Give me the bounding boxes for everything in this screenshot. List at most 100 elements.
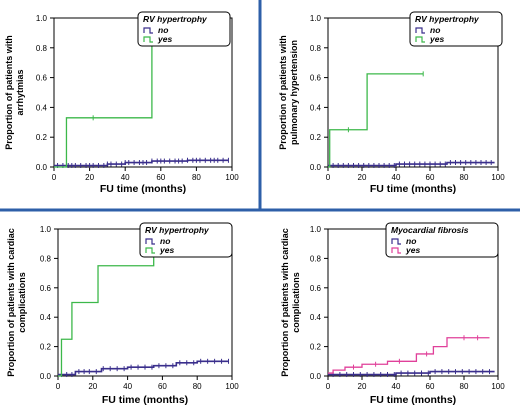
y-axis-title-line: Proportion of patients with — [278, 35, 288, 150]
x-tick-label: 80 — [193, 382, 202, 391]
x-tick-label: 100 — [491, 382, 505, 391]
y-axis-title-line: complications — [17, 272, 27, 333]
legend-label-no: no — [158, 25, 168, 35]
series-line-yes — [328, 73, 424, 168]
y-tick-label: 0.0 — [310, 163, 322, 172]
legend-title: Myocardial fibrosis — [391, 225, 469, 235]
legend-swatch-no — [145, 238, 155, 245]
y-tick-label: 0.6 — [40, 284, 52, 293]
x-tick-label: 20 — [85, 173, 94, 182]
x-axis-title: FU time (months) — [370, 183, 456, 195]
chart-panel-4: 0.0 0.2 0.4 0.6 0.8 1.0 0 20 40 60 80 100 Myocardial… — [280, 222, 505, 406]
legend-box — [137, 11, 231, 47]
y-tick-label: 0.2 — [310, 133, 322, 142]
x-axis-title: FU time (months) — [370, 394, 456, 406]
series-line-no — [328, 161, 495, 167]
legend-label-yes: yes — [159, 245, 174, 255]
series-line-yes — [54, 18, 153, 168]
legend-label-no: no — [160, 236, 170, 246]
y-tick-label: 0.8 — [310, 254, 322, 263]
x-tick-label: 0 — [56, 382, 61, 391]
legend-swatch-yes — [415, 36, 425, 43]
x-tick-label: 100 — [225, 173, 239, 182]
series-line-yes — [328, 337, 490, 374]
legend-swatch-no — [143, 27, 153, 34]
y-tick-label: 0.2 — [36, 133, 48, 142]
x-tick-label: 0 — [52, 173, 57, 182]
y-tick-label: 1.0 — [40, 225, 52, 234]
y-tick-label: 1.0 — [310, 225, 322, 234]
legend-title: RV hypertrophy — [143, 14, 208, 24]
y-tick-label: 0.2 — [310, 343, 322, 352]
x-tick-label: 20 — [358, 382, 367, 391]
legend-box — [385, 222, 499, 258]
x-tick-label: 60 — [426, 382, 435, 391]
legend-swatch-yes — [145, 247, 155, 254]
y-tick-label: 0.6 — [310, 284, 322, 293]
y-tick-label: 0.4 — [40, 313, 52, 322]
legend-swatch-yes — [391, 247, 401, 254]
x-tick-label: 0 — [326, 382, 331, 391]
legend-label-yes: yes — [157, 34, 172, 44]
x-tick-label: 40 — [392, 382, 401, 391]
y-tick-label: 0.4 — [36, 103, 48, 112]
y-axis-title-line: arrhytmias — [15, 69, 25, 115]
legend-label-no: no — [430, 25, 440, 35]
y-tick-label: 0.6 — [310, 74, 322, 83]
x-tick-label: 100 — [225, 382, 239, 391]
y-tick-label: 0.2 — [40, 343, 52, 352]
legend-title: RV hypertrophy — [145, 225, 210, 235]
series-line-no — [328, 370, 495, 376]
x-tick-label: 80 — [460, 382, 469, 391]
y-tick-label: 0.4 — [310, 103, 322, 112]
y-tick-label: 0.4 — [310, 313, 322, 322]
legend-swatch-no — [391, 238, 401, 245]
legend-label-yes: yes — [429, 34, 444, 44]
x-tick-label: 40 — [392, 173, 401, 182]
x-tick-label: 20 — [358, 173, 367, 182]
x-tick-label: 60 — [426, 173, 435, 182]
series-line-no — [58, 360, 229, 376]
y-tick-label: 1.0 — [36, 14, 48, 23]
x-tick-label: 80 — [460, 173, 469, 182]
x-tick-label: 0 — [326, 173, 331, 182]
y-axis-title-line: Proportion of patients with cardiac — [6, 228, 16, 377]
chart-panel-1: 0.0 0.2 0.4 0.6 0.8 1.0 0 20 40 60 80 100 RV hypertr… — [4, 11, 239, 195]
y-tick-label: 1.0 — [310, 14, 322, 23]
legend-box — [139, 222, 233, 258]
x-tick-label: 80 — [192, 173, 201, 182]
series-line-no — [54, 159, 229, 167]
x-tick-label: 20 — [88, 382, 97, 391]
y-axis-title-line: complications — [291, 272, 301, 333]
x-axis-title: FU time (months) — [102, 394, 188, 406]
chart-panel-3: 0.0 0.2 0.4 0.6 0.8 1.0 0 20 40 60 80 100 RV hypertr… — [6, 222, 239, 406]
legend-title: RV hypertrophy — [415, 14, 480, 24]
x-tick-label: 40 — [121, 173, 130, 182]
x-tick-label: 60 — [158, 382, 167, 391]
y-tick-label: 0.0 — [36, 163, 48, 172]
x-tick-label: 60 — [156, 173, 165, 182]
y-tick-label: 0.8 — [310, 44, 322, 53]
y-axis-title-line: Proportion of patients with — [4, 35, 14, 150]
y-tick-label: 0.0 — [310, 372, 322, 381]
y-tick-label: 0.8 — [40, 254, 52, 263]
legend-label-no: no — [406, 236, 416, 246]
x-tick-label: 40 — [123, 382, 132, 391]
legend-box — [409, 11, 503, 47]
legend-label-yes: yes — [405, 245, 420, 255]
legend-swatch-no — [415, 27, 425, 34]
y-axis-title-line: Proportion of patients with cardiac — [280, 228, 290, 377]
x-axis-title: FU time (months) — [100, 183, 186, 195]
y-tick-label: 0.6 — [36, 74, 48, 83]
series-line-yes — [58, 229, 155, 377]
y-tick-label: 0.8 — [36, 44, 48, 53]
x-tick-label: 100 — [491, 173, 505, 182]
chart-panel-2: 0.0 0.2 0.4 0.6 0.8 1.0 0 20 40 60 80 100 RV hypertr… — [278, 11, 505, 195]
legend-swatch-yes — [143, 36, 153, 43]
